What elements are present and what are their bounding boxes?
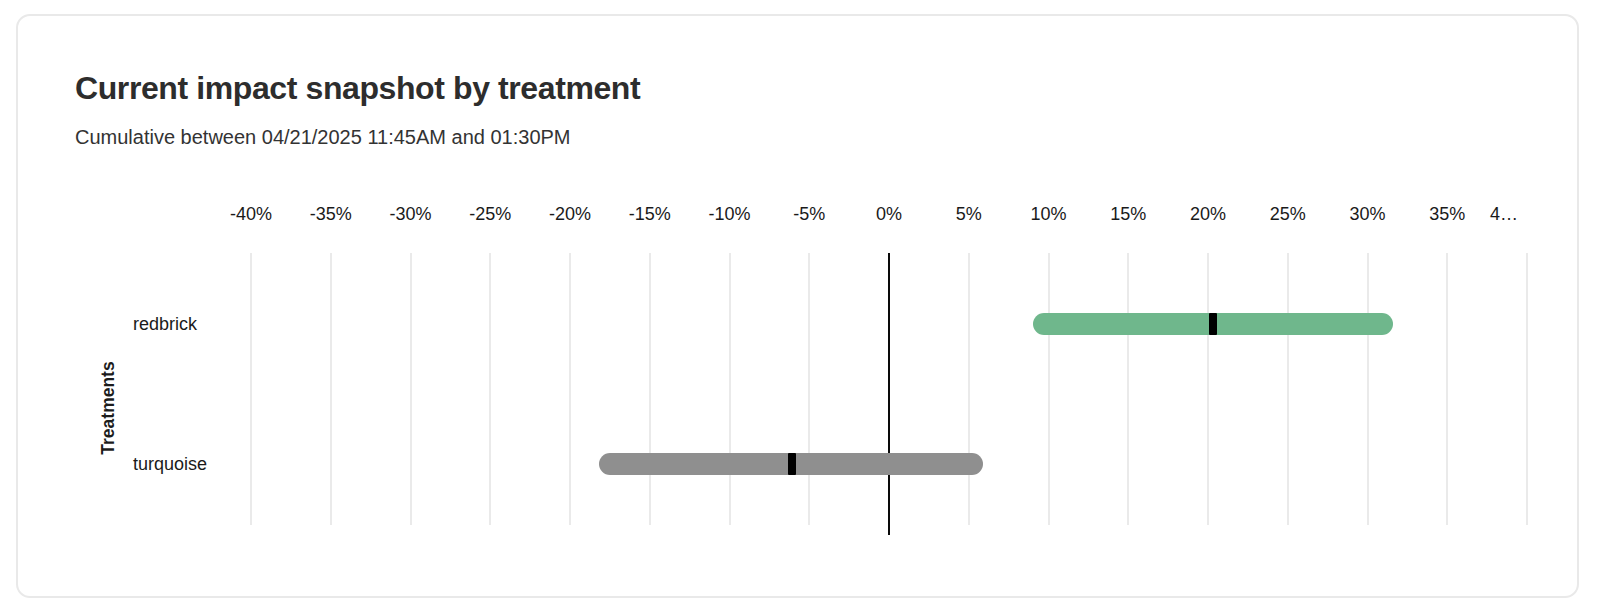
x-tick-label: 30% xyxy=(1323,204,1413,225)
zero-axis-line xyxy=(888,253,890,535)
x-tick-label: 20% xyxy=(1163,204,1253,225)
page: Current impact snapshot by treatment Cum… xyxy=(0,0,1600,616)
x-tick-label: -35% xyxy=(286,204,376,225)
gridline xyxy=(330,253,332,525)
gridline xyxy=(1367,253,1369,525)
chart-title: Current impact snapshot by treatment xyxy=(75,70,640,107)
x-tick-label: 25% xyxy=(1243,204,1333,225)
x-tick-label: -5% xyxy=(764,204,854,225)
x-tick-label: 15% xyxy=(1083,204,1173,225)
gridline xyxy=(729,253,731,525)
x-tick-label: 0% xyxy=(844,204,934,225)
x-tick-label: -25% xyxy=(445,204,535,225)
gridline xyxy=(1446,253,1448,525)
category-label-redbrick: redbrick xyxy=(133,314,197,335)
x-tick-label: -15% xyxy=(605,204,695,225)
gridline xyxy=(968,253,970,525)
gridline xyxy=(1207,253,1209,525)
x-tick-label: 10% xyxy=(1004,204,1094,225)
x-tick-label: -30% xyxy=(366,204,456,225)
gridline xyxy=(250,253,252,525)
gridline xyxy=(1526,253,1528,525)
gridline xyxy=(808,253,810,525)
gridline xyxy=(569,253,571,525)
gridline xyxy=(1127,253,1129,525)
category-label-turquoise: turquoise xyxy=(133,454,207,475)
gridline xyxy=(410,253,412,525)
y-axis-title: Treatments xyxy=(98,361,119,454)
x-tick-label: -40% xyxy=(206,204,296,225)
gridline xyxy=(489,253,491,525)
chart-subtitle: Cumulative between 04/21/2025 11:45AM an… xyxy=(75,126,571,149)
estimate-marker-redbrick xyxy=(1209,313,1217,335)
estimate-marker-turquoise xyxy=(788,453,796,475)
gridline xyxy=(649,253,651,525)
gridline xyxy=(1048,253,1050,525)
x-tick-label: -10% xyxy=(685,204,775,225)
x-tick-label: -20% xyxy=(525,204,615,225)
gridline xyxy=(1287,253,1289,525)
x-tick-label: 4… xyxy=(1459,204,1549,225)
x-tick-label: 5% xyxy=(924,204,1014,225)
